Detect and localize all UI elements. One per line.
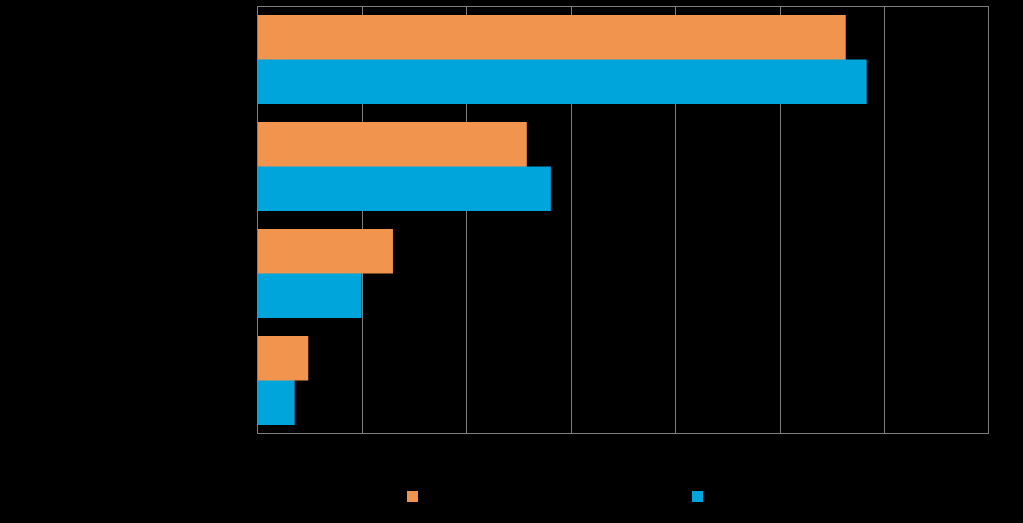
bar-series1-category2 xyxy=(258,122,527,167)
bar-series1-category1 xyxy=(258,15,846,60)
bars xyxy=(258,15,867,425)
bar-series2-category3 xyxy=(258,273,362,318)
legend xyxy=(407,491,703,502)
legend-swatch-series1 xyxy=(407,491,418,502)
bar-series1-category3 xyxy=(258,229,393,274)
bar-series2-category2 xyxy=(258,166,551,211)
bar-series2-category4 xyxy=(258,380,295,425)
plot-frame xyxy=(257,6,989,434)
legend-swatch-series2 xyxy=(692,491,703,502)
bar-series2-category1 xyxy=(258,59,867,104)
bar-series1-category4 xyxy=(258,336,309,381)
axes xyxy=(257,6,989,434)
